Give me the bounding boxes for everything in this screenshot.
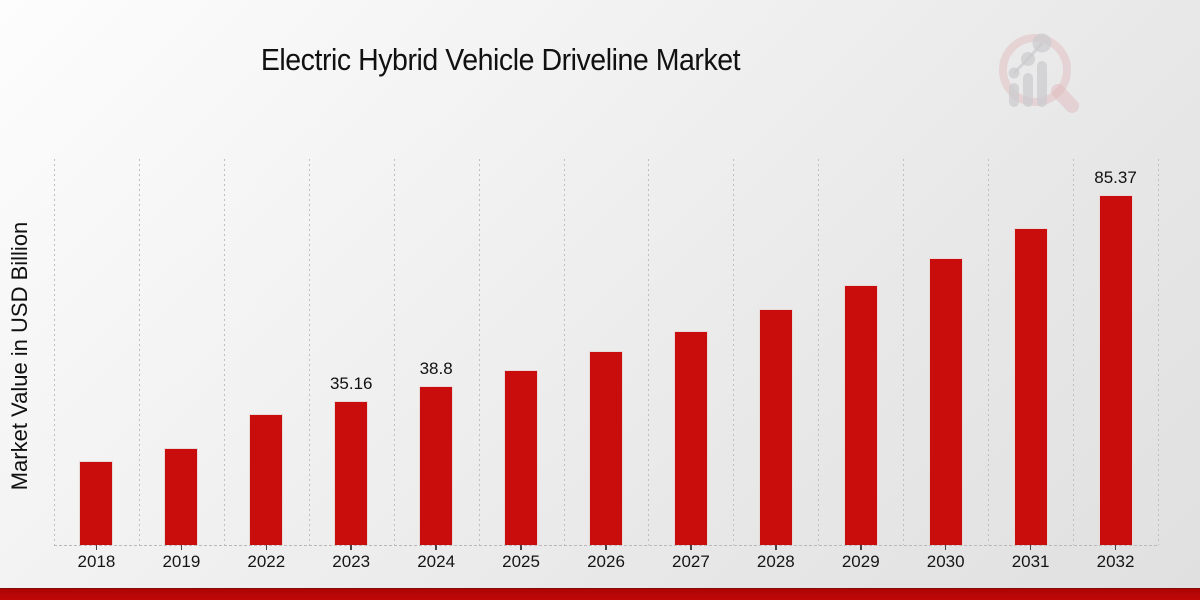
- chart-title-container: Electric Hybrid Vehicle Driveline Market: [0, 42, 1000, 78]
- x-axis-tick: [180, 545, 183, 550]
- bar-2032: [1098, 195, 1133, 545]
- gridline: [223, 159, 225, 545]
- x-axis-tick: [520, 545, 522, 550]
- plot-area: 2018 2019 2022 35.16 2023 38.8 2024 2025 2026 202…: [54, 159, 1159, 571]
- x-axis-label-2022: 2022: [247, 552, 286, 571]
- gridline: [563, 159, 565, 545]
- bar-2022: [249, 414, 284, 545]
- x-axis-tick: [605, 545, 607, 550]
- gridline: [1158, 159, 1159, 545]
- bar-2027: [673, 331, 708, 545]
- gridline: [648, 159, 650, 545]
- x-axis-tick: [1114, 545, 1117, 550]
- magnifier-ring: [999, 34, 1071, 106]
- logo-trend-dots: [1008, 33, 1052, 79]
- x-axis-label-2023: 2023: [332, 552, 371, 571]
- bar-2029: [843, 284, 878, 545]
- gridline: [903, 159, 905, 545]
- x-axis-tick: [265, 545, 268, 550]
- gridline: [393, 159, 395, 545]
- bar-2030: [928, 257, 963, 545]
- gridline: [818, 159, 820, 545]
- x-axis-tick: [350, 545, 352, 550]
- bar-value-label-2032: 85.37: [1094, 168, 1137, 188]
- bar-value-label-2024: 38.8: [419, 359, 453, 378]
- bar-2023: [334, 400, 369, 545]
- x-axis-label-2019: 2019: [162, 552, 201, 571]
- bottom-accent-bar: [0, 588, 1200, 600]
- logo-trend-line: [1012, 42, 1044, 75]
- x-axis-label-2024: 2024: [417, 552, 456, 571]
- bar-2026: [589, 351, 623, 545]
- bar-2028: [758, 309, 793, 545]
- x-axis-label-2031: 2031: [1011, 552, 1050, 571]
- x-axis-tick: [95, 545, 98, 550]
- x-axis-tick: [860, 545, 862, 550]
- gridline: [478, 159, 480, 545]
- x-axis-tick: [690, 545, 692, 550]
- bar-2024: [419, 386, 454, 545]
- bar-value-label-2023: 35.16: [329, 373, 373, 393]
- x-axis-label-2027: 2027: [672, 552, 710, 571]
- x-axis-tick: [775, 545, 777, 550]
- logo-growth-bars: [1009, 61, 1047, 107]
- x-axis-label-2018: 2018: [77, 552, 116, 571]
- x-axis-label-2032: 2032: [1096, 552, 1135, 571]
- gridline: [308, 159, 310, 545]
- gridline: [54, 159, 55, 545]
- bar-2025: [504, 369, 539, 545]
- gridline: [733, 159, 735, 545]
- bar-2018: [79, 460, 114, 545]
- x-axis-label-2030: 2030: [926, 552, 965, 571]
- x-axis-tick: [435, 545, 437, 550]
- y-axis-label: Market Value in USD Billion: [7, 221, 32, 491]
- magnifier-handle: [1051, 84, 1079, 113]
- gridline: [138, 159, 140, 545]
- gridline: [1073, 159, 1075, 545]
- chart-title: Electric Hybrid Vehicle Driveline Market: [260, 42, 740, 77]
- x-axis-label-2028: 2028: [756, 552, 795, 571]
- x-axis-tick: [1029, 545, 1032, 550]
- x-axis-tick: [944, 545, 947, 550]
- x-axis-label-2029: 2029: [841, 552, 880, 571]
- gridline: [988, 159, 990, 545]
- magnifier-chart-logo-icon: [999, 33, 1079, 113]
- x-axis-label-2026: 2026: [587, 552, 625, 571]
- bar-2019: [164, 447, 199, 545]
- x-axis-label-2025: 2025: [502, 552, 540, 571]
- bar-2031: [1013, 228, 1048, 545]
